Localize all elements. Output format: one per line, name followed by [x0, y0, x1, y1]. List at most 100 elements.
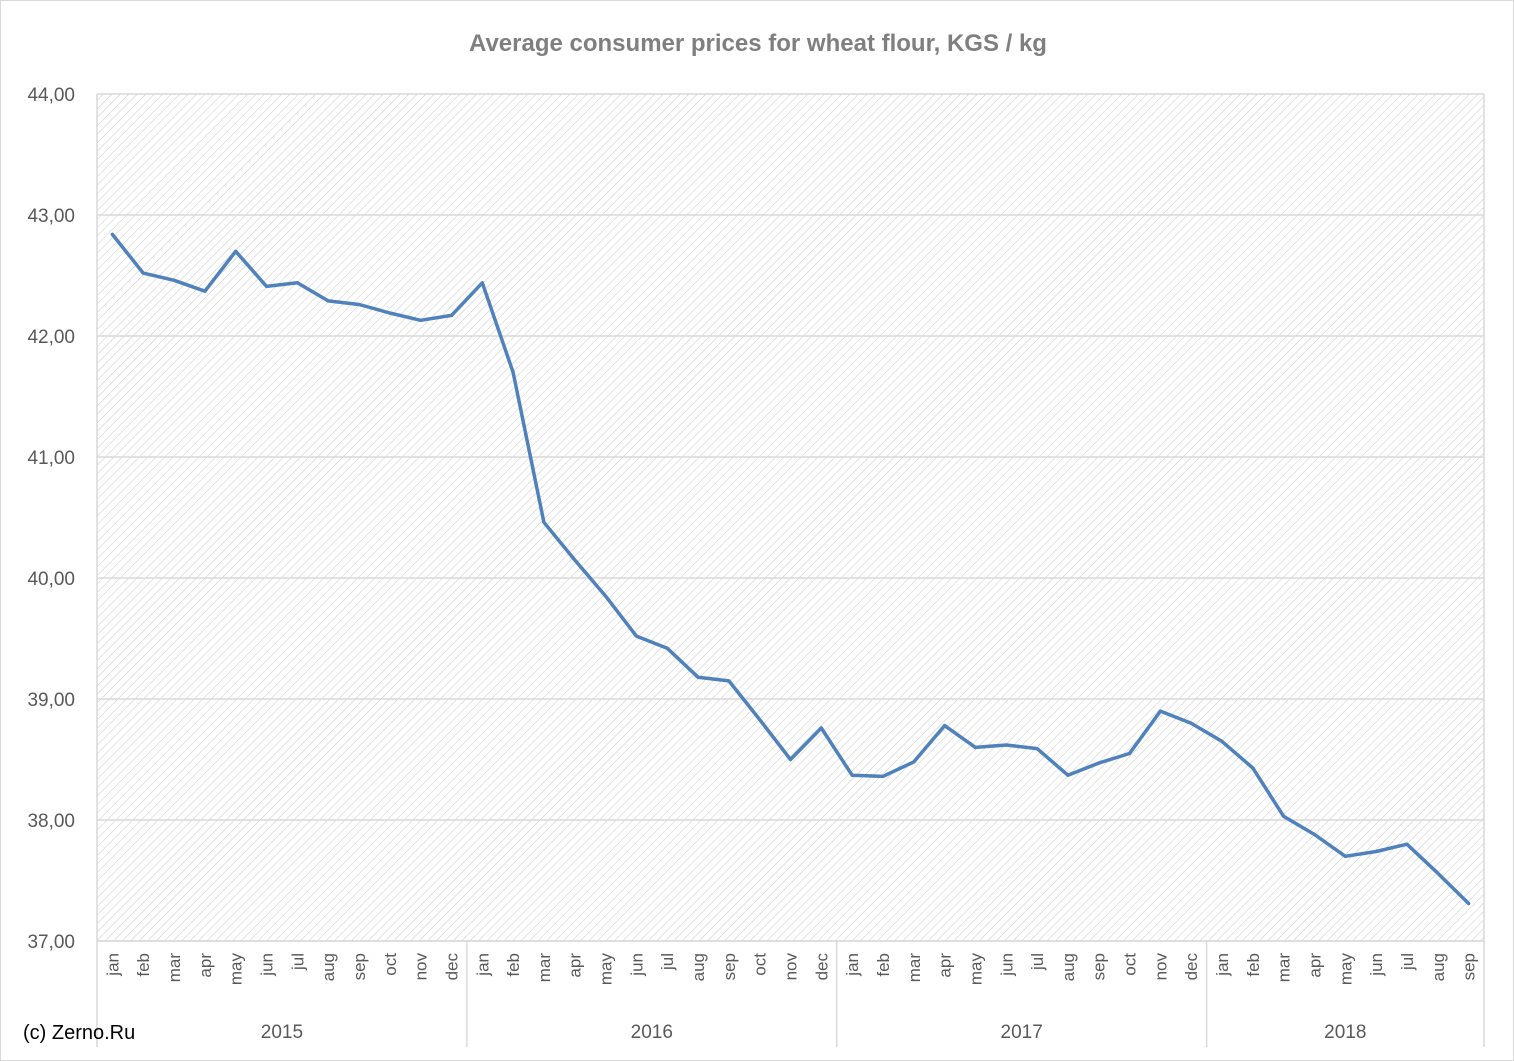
data-point [573, 558, 577, 562]
x-tick-label: may [227, 953, 246, 986]
data-point [850, 773, 854, 777]
data-point [172, 278, 176, 282]
data-point [819, 726, 823, 730]
x-tick-label: feb [1244, 953, 1263, 977]
data-point [604, 594, 608, 598]
x-tick-label: may [966, 953, 985, 986]
data-point [110, 232, 114, 236]
x-tick-label: jan [1213, 953, 1232, 977]
data-point [1405, 842, 1409, 846]
data-point [1343, 854, 1347, 858]
x-tick-label: mar [165, 953, 184, 983]
x-tick-label: oct [1121, 953, 1140, 976]
data-point [973, 745, 977, 749]
data-point [1282, 814, 1286, 818]
data-point [480, 281, 484, 285]
y-tick-label: 40,00 [27, 569, 75, 590]
y-tick-label: 44,00 [27, 85, 75, 106]
data-point [265, 284, 269, 288]
data-point [234, 249, 238, 253]
x-tick-label: aug [319, 953, 338, 981]
x-tick-label: aug [1429, 953, 1448, 981]
x-tick-label: jun [997, 953, 1016, 977]
data-point [1158, 709, 1162, 713]
year-group-label: 2016 [631, 1022, 673, 1043]
x-tick-label: mar [905, 953, 924, 983]
chart-title: Average consumer prices for wheat flour,… [469, 30, 1047, 57]
data-point [141, 271, 145, 275]
data-point [1467, 901, 1471, 905]
data-point [943, 724, 947, 728]
x-tick-label: sep [720, 953, 739, 980]
y-axis-ticks: 44,00 43,00 42,00 41,00 40,00 39,00 38,00 37,00 [27, 85, 75, 953]
x-tick-label: apr [196, 953, 215, 978]
gridlines [96, 93, 1485, 942]
data-point [634, 634, 638, 638]
x-tick-label: jul [288, 953, 307, 971]
x-tick-label: aug [1059, 953, 1078, 981]
data-point [1004, 743, 1008, 747]
data-point [203, 289, 207, 293]
data-point [295, 281, 299, 285]
data-point [326, 299, 330, 303]
data-point [881, 774, 885, 778]
x-tick-label: may [1336, 953, 1355, 986]
data-point [1128, 751, 1132, 755]
data-point [1066, 773, 1070, 777]
x-tick-label: dec [812, 953, 831, 981]
x-tick-label: nov [412, 953, 431, 981]
y-tick-label: 39,00 [27, 690, 75, 711]
data-point [912, 760, 916, 764]
x-tick-label: dec [442, 953, 461, 981]
data-point [1374, 849, 1378, 853]
data-point [449, 313, 453, 317]
y-tick-label: 42,00 [27, 327, 75, 348]
data-point [542, 520, 546, 524]
year-group-label: 2018 [1324, 1022, 1366, 1043]
y-tick-label: 43,00 [27, 206, 75, 227]
x-tick-label: jul [658, 953, 677, 971]
year-group-label: 2015 [261, 1022, 303, 1043]
x-tick-label: jun [627, 953, 646, 977]
data-point [789, 758, 792, 761]
x-tick-label: dec [1182, 953, 1201, 981]
y-tick-label: 41,00 [27, 448, 75, 469]
data-point [388, 311, 392, 315]
data-point [1251, 766, 1255, 770]
y-tick-label: 38,00 [27, 811, 75, 832]
data-point [1312, 833, 1316, 837]
data-point [1097, 761, 1101, 765]
x-tick-label: sep [1090, 953, 1109, 980]
x-tick-label: aug [689, 953, 708, 981]
x-tick-label: jul [1028, 953, 1047, 971]
x-tick-label: feb [504, 953, 523, 977]
x-tick-label: mar [535, 953, 554, 983]
data-point [665, 646, 669, 650]
x-tick-label: jan [473, 953, 492, 977]
x-tick-label: mar [1275, 953, 1294, 983]
data-point [1436, 871, 1440, 875]
x-tick-label: may [597, 953, 616, 986]
x-tick-label: jan [103, 953, 122, 977]
data-point [1035, 747, 1039, 751]
data-point [357, 303, 361, 307]
x-tick-label: apr [936, 953, 955, 978]
x-tick-label: nov [1151, 953, 1170, 981]
x-tick-label: jun [1367, 953, 1386, 977]
x-tick-label: jul [1398, 953, 1417, 971]
x-axis: jan feb mar apr may jun jul aug sep oct nov dec jan f… [96, 940, 1485, 1047]
x-tick-label: oct [381, 953, 400, 976]
y-tick-label: 37,00 [27, 932, 75, 953]
x-tick-label: oct [751, 953, 770, 976]
x-tick-label: apr [566, 953, 585, 978]
x-tick-label: jun [258, 953, 277, 977]
data-point [758, 718, 762, 722]
data-point [727, 679, 731, 683]
x-tick-label: feb [134, 953, 153, 977]
x-tick-label: feb [874, 953, 893, 977]
x-tick-label: apr [1305, 953, 1324, 978]
x-tick-label: nov [782, 953, 801, 981]
x-tick-label: jan [843, 953, 862, 977]
data-point [696, 675, 700, 679]
